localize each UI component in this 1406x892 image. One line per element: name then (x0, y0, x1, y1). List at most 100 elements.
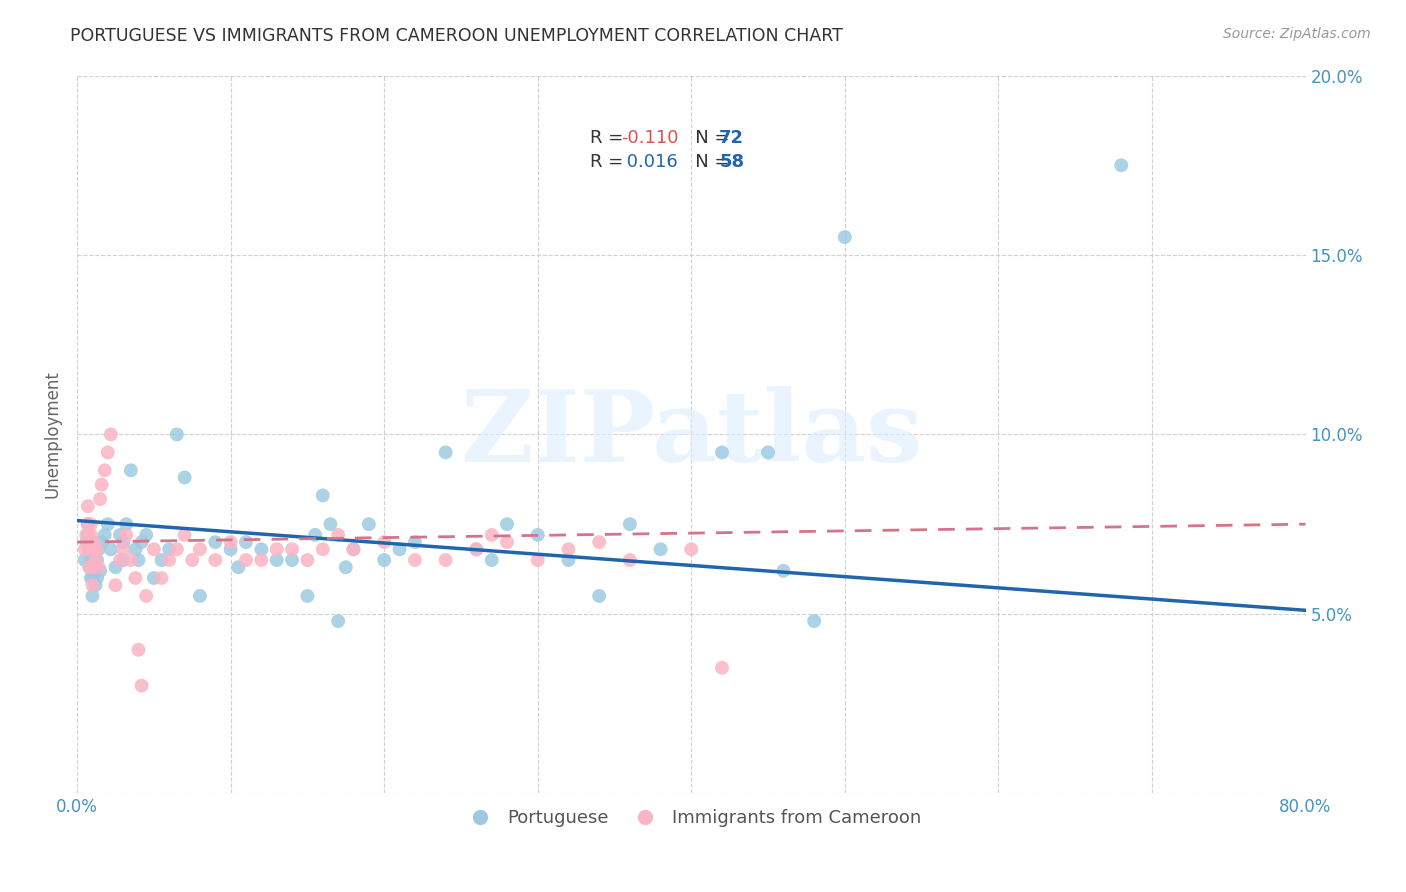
Point (1109, 158, 1132, 172)
Point (135, 528, 157, 542)
Point (115, 528, 138, 542)
Point (404, 535, 426, 549)
Point (526, 528, 548, 542)
Point (173, 470, 195, 484)
Point (173, 528, 195, 542)
Point (681, 542, 703, 557)
Point (128, 642, 150, 657)
Point (357, 517, 380, 532)
Point (100, 542, 122, 557)
Point (76, 500, 98, 514)
Point (228, 560, 250, 574)
Point (89, 491, 111, 506)
Point (312, 488, 335, 502)
Point (204, 553, 226, 567)
Point (465, 542, 488, 557)
Point (83, 535, 105, 549)
Point (150, 553, 173, 567)
Point (157, 542, 180, 557)
Point (131, 679, 153, 693)
Point (711, 445, 734, 459)
Point (297, 589, 319, 603)
Point (76, 517, 98, 532)
Point (79, 560, 101, 574)
Point (481, 528, 503, 542)
Point (326, 614, 349, 628)
Point (82, 542, 104, 557)
Point (496, 535, 519, 549)
Point (112, 553, 135, 567)
Point (93, 463, 115, 477)
Point (235, 535, 257, 549)
Point (84, 578, 107, 592)
Point (388, 542, 411, 557)
Point (281, 553, 304, 567)
Point (772, 564, 794, 578)
Point (104, 578, 127, 592)
Point (319, 517, 342, 532)
Point (84, 553, 107, 567)
Point (89, 564, 111, 578)
Point (142, 571, 165, 585)
Point (79, 542, 101, 557)
Point (166, 542, 188, 557)
Point (80, 553, 103, 567)
Point (82, 571, 104, 585)
Point (235, 553, 257, 567)
Point (619, 553, 641, 567)
Point (834, 230, 856, 244)
Point (86, 542, 108, 557)
Text: -0.110: -0.110 (620, 128, 678, 146)
Point (93, 528, 115, 542)
Point (120, 553, 142, 567)
Point (150, 571, 173, 585)
Point (108, 553, 131, 567)
Point (128, 553, 150, 567)
Point (124, 542, 146, 557)
Point (557, 542, 579, 557)
Point (219, 542, 242, 557)
Point (73, 542, 96, 557)
Point (82, 589, 104, 603)
Point (104, 560, 127, 574)
Point (188, 589, 211, 603)
Point (756, 445, 779, 459)
Point (82, 542, 104, 557)
Point (97, 445, 120, 459)
Point (588, 589, 610, 603)
Point (80, 517, 103, 532)
Point (219, 535, 242, 549)
Point (108, 528, 131, 542)
Point (84, 553, 107, 567)
Point (120, 463, 142, 477)
Point (434, 553, 457, 567)
Point (112, 535, 135, 549)
Y-axis label: Unemployment: Unemployment (44, 370, 60, 499)
Text: N =: N = (678, 128, 735, 146)
Text: N =: N = (678, 153, 735, 170)
Point (557, 553, 579, 567)
Point (142, 542, 165, 557)
Point (250, 542, 273, 557)
Point (80, 528, 103, 542)
Point (79, 542, 101, 557)
Text: PORTUGUESE VS IMMIGRANTS FROM CAMEROON UNEMPLOYMENT CORRELATION CHART: PORTUGUESE VS IMMIGRANTS FROM CAMEROON U… (70, 27, 844, 45)
Point (87, 560, 110, 574)
Point (188, 542, 211, 557)
Point (166, 427, 188, 442)
Point (90, 535, 112, 549)
Point (335, 560, 357, 574)
Point (496, 517, 519, 532)
Point (86, 553, 108, 567)
Text: ZIPatlas: ZIPatlas (460, 386, 922, 483)
Point (711, 661, 734, 675)
Point (650, 542, 672, 557)
Point (588, 535, 610, 549)
Point (342, 542, 364, 557)
Point (75, 528, 97, 542)
Point (373, 553, 395, 567)
Point (79, 560, 101, 574)
Point (87, 542, 110, 557)
Point (619, 517, 641, 532)
Point (75, 535, 97, 549)
